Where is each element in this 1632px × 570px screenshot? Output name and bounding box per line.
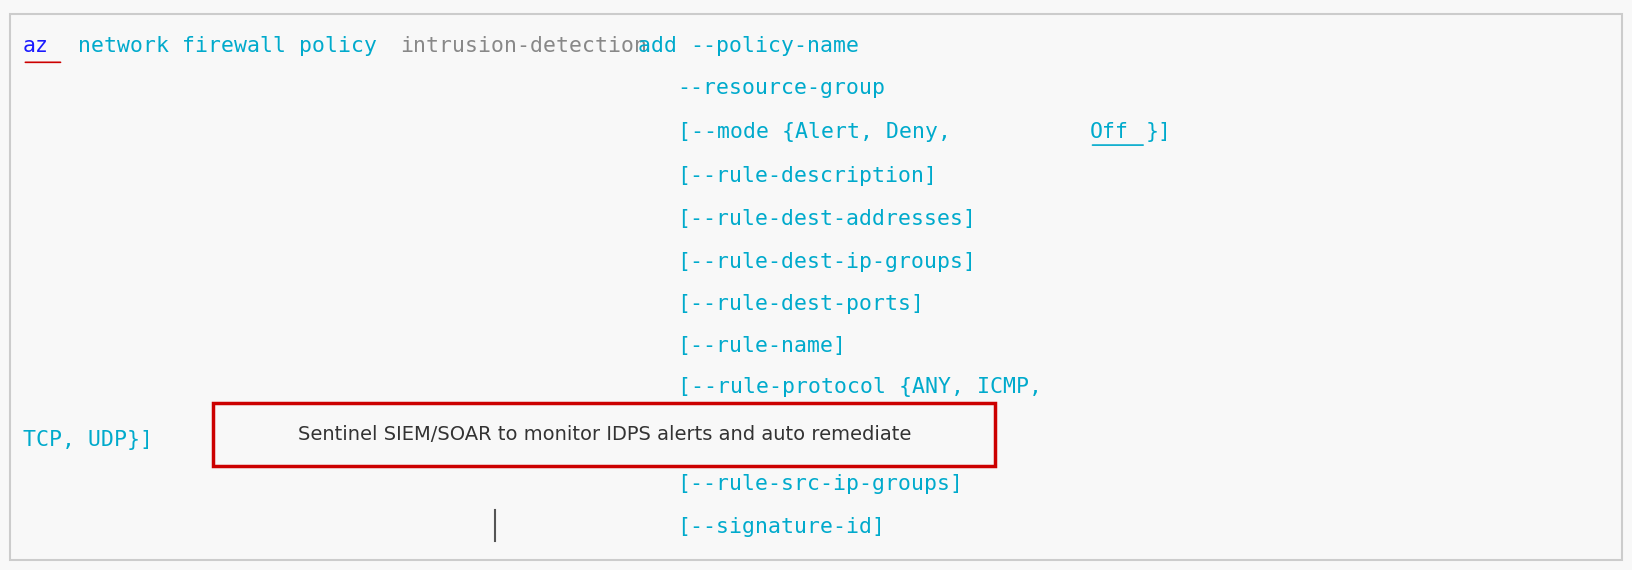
Text: Off: Off xyxy=(1090,121,1129,141)
Text: [--rule-name]: [--rule-name] xyxy=(677,336,847,356)
Text: Sentinel SIEM/SOAR to monitor IDPS alerts and auto remediate: Sentinel SIEM/SOAR to monitor IDPS alert… xyxy=(297,425,911,443)
Text: add: add xyxy=(625,35,690,55)
Text: az: az xyxy=(23,35,49,55)
FancyBboxPatch shape xyxy=(10,14,1622,560)
Text: [--rule-dest-ports]: [--rule-dest-ports] xyxy=(677,294,924,314)
Text: [--rule-protocol {ANY, ICMP,: [--rule-protocol {ANY, ICMP, xyxy=(677,377,1041,397)
Text: [--rule-dest-ip-groups]: [--rule-dest-ip-groups] xyxy=(677,252,976,272)
Text: [--rule-src-addresses]: [--rule-src-addresses] xyxy=(677,430,963,450)
Text: [--rule-description]: [--rule-description] xyxy=(677,166,937,186)
Text: [--rule-src-ip-groups]: [--rule-src-ip-groups] xyxy=(677,474,963,494)
Text: }]: }] xyxy=(1146,121,1172,141)
Text: [--signature-id]: [--signature-id] xyxy=(677,516,886,536)
Text: TCP, UDP}]: TCP, UDP}] xyxy=(23,430,152,450)
Text: --policy-name: --policy-name xyxy=(690,35,860,55)
Text: --resource-group: --resource-group xyxy=(677,78,886,97)
Text: [--mode {Alert, Deny,: [--mode {Alert, Deny, xyxy=(677,121,963,141)
Text: network firewall policy: network firewall policy xyxy=(65,35,390,55)
Text: [--rule-dest-addresses]: [--rule-dest-addresses] xyxy=(677,209,976,229)
FancyBboxPatch shape xyxy=(214,402,996,466)
Text: intrusion-detection: intrusion-detection xyxy=(400,35,648,55)
